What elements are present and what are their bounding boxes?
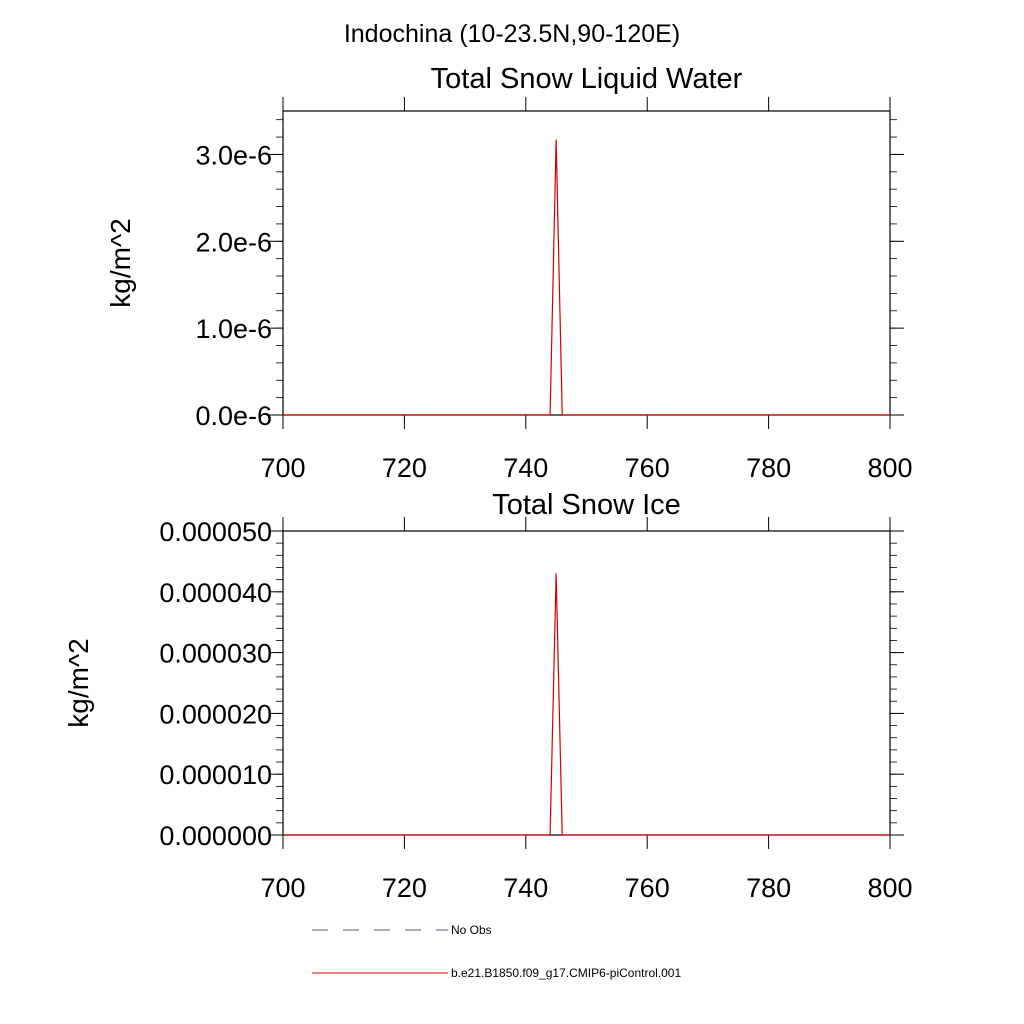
x-tick-label: 780 (746, 453, 791, 483)
panel-1: Total Snow Liquid Water 700 720 740 760 780 80… (105, 63, 913, 483)
panel-2: Total Snow Ice 700 720 740 760 780 800 0.000000… (63, 489, 913, 903)
series-line (283, 573, 890, 836)
x-tick-label: 780 (746, 873, 791, 903)
x-tick-label: 760 (625, 453, 670, 483)
y-tick-label: 0.000000 (159, 821, 272, 851)
y-axis-label: kg/m^2 (105, 218, 136, 307)
figure-title: Indochina (10-23.5N,90-120E) (344, 20, 680, 48)
y-tick-label: 0.000020 (159, 699, 272, 729)
x-tick-label: 800 (867, 453, 912, 483)
x-tick-label: 740 (503, 453, 548, 483)
plot-frame (282, 530, 891, 836)
y-tick-label: 0.000040 (159, 578, 272, 608)
legend-label-1: No Obs (451, 923, 492, 937)
plot-title: Total Snow Ice (492, 489, 681, 521)
series-line (283, 139, 890, 416)
y-tick-label: 3.0e-6 (195, 140, 272, 170)
plot-title: Total Snow Liquid Water (431, 63, 743, 95)
y-tick-label: 0.000010 (159, 760, 272, 790)
y-tick-label: 0.000030 (159, 639, 272, 669)
x-tick-label: 760 (625, 873, 670, 903)
x-tick-label: 720 (382, 873, 427, 903)
plot-panels: Total Snow Liquid Water 700 720 740 760 780 80… (63, 63, 913, 903)
legend-label-2: b.e21.B1850.f09_g17.CMIP6-piControl.001 (451, 966, 681, 980)
plot-frame (282, 110, 891, 416)
y-axis-label: kg/m^2 (63, 638, 94, 727)
x-tick-label: 700 (260, 873, 305, 903)
y-tick-label: 2.0e-6 (195, 227, 272, 257)
x-tick-label: 740 (503, 873, 548, 903)
y-tick-label: 0.000050 (159, 517, 272, 547)
y-tick-label: 0.0e-6 (195, 401, 272, 431)
y-tick-label: 1.0e-6 (195, 314, 272, 344)
x-tick-label: 700 (260, 453, 305, 483)
x-tick-label: 720 (382, 453, 427, 483)
legend: No Obs b.e21.B1850.f09_g17.CMIP6-piContro… (312, 923, 681, 980)
x-tick-label: 800 (867, 873, 912, 903)
